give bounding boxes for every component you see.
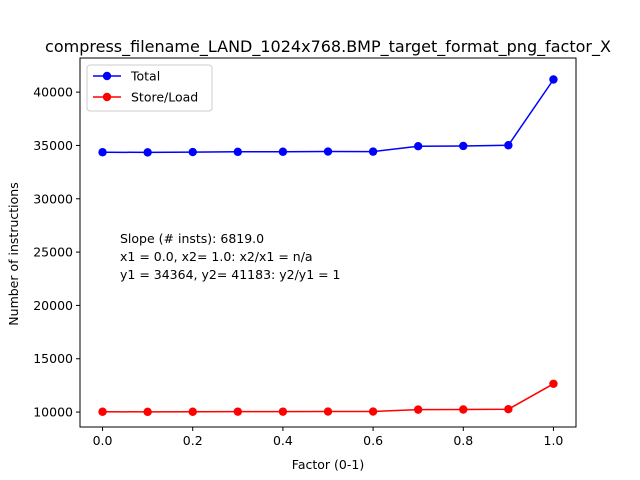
- data-point: [323, 147, 333, 156]
- x-tick-label: 0.2: [183, 433, 203, 448]
- y-tick-label: 25000: [33, 245, 73, 260]
- y-axis: 10000 15000 20000 25000 30000 35000 40000: [33, 85, 80, 420]
- chart-title: compress_filename_LAND_1024x768.BMP_targ…: [45, 37, 611, 57]
- data-point: [233, 407, 243, 416]
- y-tick-label: 40000: [33, 85, 73, 100]
- data-point: [188, 147, 197, 157]
- y-tick-label: 20000: [33, 298, 73, 313]
- x-tick-label: 0.8: [453, 433, 473, 448]
- axes-frame: [79, 57, 577, 428]
- slope-annotation: Slope (# insts): 6819.0 x1 = 0.0, x2= 1.0…: [120, 231, 341, 282]
- data-point: [413, 405, 423, 414]
- data-point: [459, 141, 468, 151]
- annotation-line: y1 = 34364, y2= 41183: y2/y1 = 1: [120, 267, 341, 282]
- data-point: [368, 407, 378, 416]
- data-point: [233, 147, 243, 157]
- data-point: [143, 407, 152, 417]
- data-point: [98, 407, 107, 416]
- y-tick-label: 30000: [33, 191, 73, 206]
- data-point: [98, 148, 107, 157]
- legend-label: Total: [130, 69, 160, 84]
- data-point: [413, 141, 423, 151]
- data-point: [549, 75, 558, 84]
- x-axis: 0.0 0.2 0.4 0.6 0.8 1.0: [93, 427, 564, 448]
- y-tick-label: 10000: [33, 405, 73, 420]
- series-1: [98, 379, 558, 417]
- x-tick-label: 0.6: [363, 433, 383, 448]
- data-point: [278, 147, 288, 156]
- x-tick-label: 0.4: [273, 433, 293, 448]
- data-point: [549, 379, 558, 389]
- data-point: [368, 147, 378, 156]
- data-point: [504, 141, 513, 150]
- series-0: [98, 75, 558, 157]
- annotation-line: x1 = 0.0, x2= 1.0: x2/x1 = n/a: [120, 249, 313, 264]
- data-point: [188, 407, 197, 416]
- legend: Total Store/Load: [86, 64, 213, 112]
- data-point: [323, 407, 333, 416]
- data-point: [278, 407, 288, 416]
- legend-marker: [102, 71, 112, 81]
- y-axis-label: Number of instructions: [6, 182, 21, 325]
- data-point: [504, 404, 513, 414]
- series-layer: [98, 75, 558, 417]
- x-tick-label: 1.0: [544, 433, 564, 448]
- legend-label: Store/Load: [131, 90, 198, 105]
- x-axis-label: Factor (0-1): [292, 457, 364, 472]
- y-tick-label: 15000: [33, 351, 73, 366]
- legend-marker: [102, 92, 112, 102]
- x-tick-label: 0.0: [93, 433, 113, 448]
- annotation-line: Slope (# insts): 6819.0: [120, 231, 264, 246]
- data-point: [459, 405, 468, 414]
- data-point: [143, 148, 152, 157]
- y-tick-label: 35000: [33, 138, 73, 153]
